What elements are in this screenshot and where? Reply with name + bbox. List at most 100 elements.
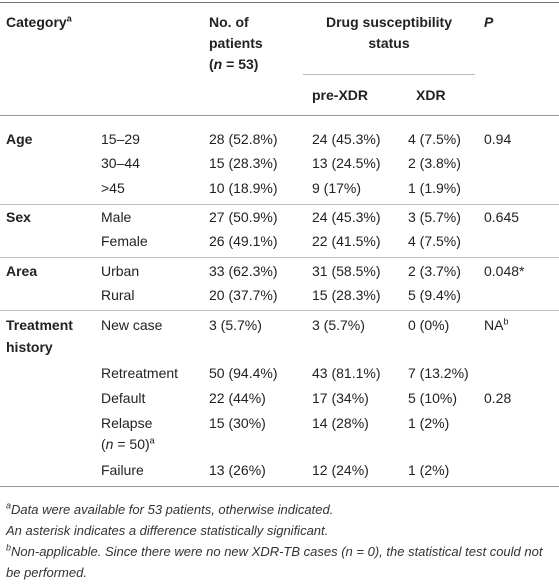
cell: New case <box>101 316 162 334</box>
text: 13 (24.5%) <box>312 155 381 171</box>
text: n <box>105 436 114 452</box>
text: 14 (28%) <box>312 415 369 431</box>
cell: Failure <box>101 461 144 479</box>
text: 7 (13.2%) <box>408 365 469 381</box>
text: 3 (5.7%) <box>312 317 365 333</box>
cell: 15 (30%) <box>209 414 266 432</box>
cell: 24 (45.3%) <box>312 208 380 226</box>
text: 22 (44%) <box>209 390 266 406</box>
cell: 27 (50.9%) <box>209 208 277 226</box>
cell: 26 (49.1%) <box>209 232 277 250</box>
text: history <box>6 339 53 355</box>
text: Drug susceptibility <box>325 14 453 30</box>
cell: 1 (1.9%) <box>408 179 461 197</box>
cell: 9 (17%) <box>312 179 361 197</box>
text: >45 <box>101 180 125 196</box>
cell: NAb <box>484 316 508 334</box>
cell: 20 (37.7%) <box>209 286 277 304</box>
footnote: An asterisk indicates a difference stati… <box>6 520 554 541</box>
cell: 22 (44%) <box>209 389 266 407</box>
text: a <box>66 13 72 24</box>
header-patients: No. of <box>209 13 249 31</box>
cell: 15–29 <box>101 130 140 148</box>
text: An asterisk indicates a difference stati… <box>6 523 329 538</box>
text: b <box>503 316 509 327</box>
group-label: Age <box>6 130 32 148</box>
text: Treatment <box>6 317 73 333</box>
text: 2 (3.8%) <box>408 155 461 171</box>
cell: 13 (26%) <box>209 461 266 479</box>
rule <box>303 74 475 75</box>
cell: 17 (34%) <box>312 389 369 407</box>
text: 0.645 <box>484 209 520 225</box>
rule <box>0 2 559 3</box>
text: Default <box>101 390 146 406</box>
text: 5 (10%) <box>408 390 458 406</box>
cell: Male <box>101 208 131 226</box>
header-patients-n: (n = 53) <box>209 55 258 73</box>
cell: 43 (81.1%) <box>312 364 380 382</box>
header-patients: patients <box>209 34 263 52</box>
text: 26 (49.1%) <box>209 233 278 249</box>
text: a <box>149 435 155 446</box>
cell: (n = 50)a <box>101 435 155 453</box>
header-xdr: XDR <box>416 86 446 104</box>
cell: Female <box>101 232 148 250</box>
cell: 33 (62.3%) <box>209 262 277 280</box>
header-category: Categorya <box>6 13 72 31</box>
text: status <box>368 35 410 51</box>
text: 2 (3.7%) <box>408 263 461 279</box>
text: NA <box>484 317 504 333</box>
text: No. of <box>209 14 249 30</box>
text: Retreatment <box>101 365 179 381</box>
group-label: Treatment <box>6 316 73 334</box>
text: a <box>6 500 12 511</box>
text: Rural <box>101 287 135 303</box>
text: 0 (0%) <box>408 317 450 333</box>
text: P <box>484 14 494 30</box>
text: Male <box>101 209 132 225</box>
text: = 50) <box>113 436 150 452</box>
text: 3 (5.7%) <box>209 317 262 333</box>
cell: Urban <box>101 262 139 280</box>
rule <box>0 257 559 258</box>
text: 1 (2%) <box>408 415 450 431</box>
text: Area <box>6 263 38 279</box>
text: 22 (41.5%) <box>312 233 381 249</box>
cell: >45 <box>101 179 125 197</box>
text: 0.28 <box>484 390 512 406</box>
text: b <box>6 542 12 553</box>
cell: 14 (28%) <box>312 414 369 432</box>
cell: Relapse <box>101 414 152 432</box>
text: Failure <box>101 462 144 478</box>
rule <box>0 115 559 116</box>
text: patients <box>209 35 263 51</box>
cell: 1 (2%) <box>408 461 449 479</box>
cell: 22 (41.5%) <box>312 232 380 250</box>
header-drug: status <box>303 34 475 52</box>
group-label: Area <box>6 262 37 280</box>
cell: 0.048* <box>484 262 524 280</box>
text: 31 (58.5%) <box>312 263 381 279</box>
group-label: history <box>6 338 53 356</box>
cell: 0.94 <box>484 130 511 148</box>
text: 17 (34%) <box>312 390 369 406</box>
text: Category <box>6 14 67 30</box>
text: 0.048* <box>484 263 525 279</box>
cell: 5 (10%) <box>408 389 457 407</box>
text: 15 (28.3%) <box>312 287 381 303</box>
text: 10 (18.9%) <box>209 180 278 196</box>
text: ( <box>101 436 106 452</box>
text: pre-XDR <box>312 87 369 103</box>
text: 12 (24%) <box>312 462 369 478</box>
text: 15 (30%) <box>209 415 266 431</box>
cell: 2 (3.8%) <box>408 154 461 172</box>
cell: 0 (0%) <box>408 316 449 334</box>
text: 13 (26%) <box>209 462 266 478</box>
group-label: Sex <box>6 208 31 226</box>
text: 5 (9.4%) <box>408 287 461 303</box>
cell: Retreatment <box>101 364 178 382</box>
cell: 15 (28.3%) <box>312 286 380 304</box>
text: Relapse <box>101 415 153 431</box>
